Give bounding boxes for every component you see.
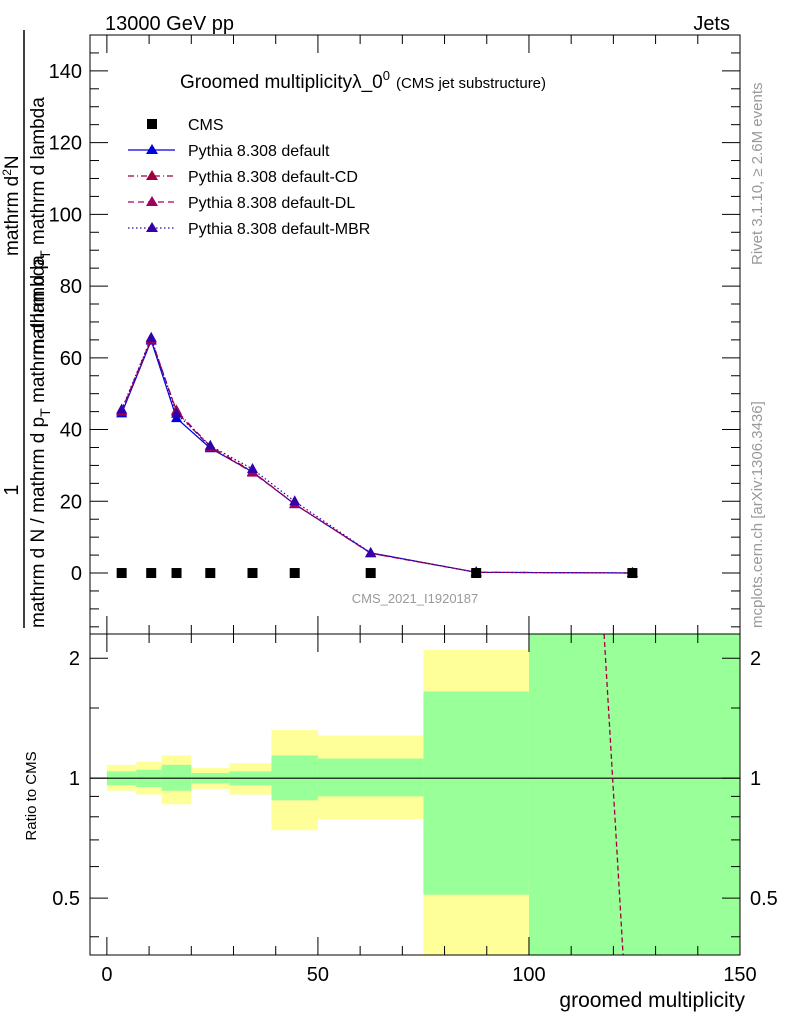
y-axis-label: 1 mathrm d N / mathrm d pT mathrm d lamb… — [0, 30, 53, 628]
data-point-default-mbr — [289, 495, 301, 506]
main-plot-panel: 0 20 40 60 80 100 120 140 — [49, 34, 741, 635]
legend-label-default-dl: Pythia 8.308 default-DL — [188, 195, 355, 212]
y-tick-label: 100 — [49, 204, 82, 226]
series-line-default-dl — [121, 336, 633, 574]
data-point-cms — [247, 568, 258, 579]
ratio-y-tick-label-left: 1 — [69, 768, 80, 790]
ratio-y-tick-label-right: 1 — [750, 768, 761, 790]
ylabel-derivative-numerator-sup: 2 — [0, 169, 14, 176]
legend-item-default-mbr: Pythia 8.308 default-MBR — [128, 221, 370, 238]
ylabel-derivative-denominator-sub: T — [37, 250, 53, 259]
legend-label-cms: CMS — [188, 117, 224, 134]
data-point-cms — [627, 568, 638, 579]
legend-item-default-dl: Pythia 8.308 default-DL — [128, 195, 355, 212]
ratio-y-tick-label-left: 0.5 — [52, 888, 80, 910]
series-line-default — [121, 338, 633, 574]
legend-item-cms: CMS — [147, 117, 224, 134]
y-tick-label: 0 — [71, 563, 82, 585]
data-point-cms — [289, 568, 300, 579]
rivet-label: Rivet 3.1.10, ≥ 2.6M events — [749, 83, 766, 266]
x-tick-label: 100 — [512, 964, 545, 986]
header-process: Jets — [693, 13, 730, 35]
data-point-default-mbr — [145, 331, 157, 342]
plot-title: Groomed multiplicityλ_00 (CMS jet substru… — [180, 68, 546, 93]
ylabel-prefactor-numerator: 1 — [1, 484, 23, 495]
data-point-default-mbr — [171, 407, 183, 418]
legend-marker-cms — [147, 119, 157, 129]
legend-item-default-cd: Pythia 8.308 default-CD — [128, 169, 358, 186]
data-point-default-mbr — [247, 463, 258, 474]
mcplots-label: mcplots.cern.ch [arXiv:1306.3436] — [749, 401, 766, 628]
ratio-band-inner — [423, 691, 529, 895]
y-tick-label: 80 — [60, 276, 82, 298]
ylabel-derivative-denominator-main: mathrm d p — [28, 259, 49, 355]
y-tick-label: 120 — [49, 133, 82, 155]
plot-title-paren: (CMS jet substructure) — [396, 75, 546, 92]
legend-label-default-cd: Pythia 8.308 default-CD — [188, 169, 358, 186]
data-point-cms — [365, 568, 376, 579]
x-tick-label: 150 — [723, 964, 756, 986]
data-point-cms — [471, 568, 482, 579]
ratio-band-inner — [317, 758, 424, 797]
ratio-y-tick-label-left: 2 — [69, 648, 80, 670]
ratio-plot-panel: 0.5 0.5 1 1 2 2 0 50 100 150 — [52, 633, 778, 986]
data-point-default-mbr — [116, 403, 128, 414]
data-point-cms — [146, 568, 157, 579]
ratio-y-axis-label: Ratio to CMS — [23, 751, 40, 840]
ratio-y-tick-label-right: 2 — [750, 648, 761, 670]
ylabel-prefactor-denominator-main: mathrm d N / mathrm d p — [28, 417, 49, 628]
legend-marker-default-cd — [146, 170, 158, 180]
header-energy: 13000 GeV pp — [105, 13, 234, 35]
ylabel-derivative-numerator: mathrm d2N — [0, 155, 23, 256]
ylabel-derivative-numerator-tail: N — [2, 155, 23, 169]
legend-item-default: Pythia 8.308 default — [128, 143, 330, 160]
y-tick-label: 140 — [49, 61, 82, 83]
analysis-watermark: CMS_2021_I1920187 — [352, 591, 479, 606]
data-point-cms — [116, 568, 127, 579]
legend-marker-default-dl — [146, 196, 158, 206]
y-tick-label: 20 — [60, 491, 82, 513]
data-point-default-mbr — [365, 546, 377, 557]
ratio-frame — [89, 633, 741, 956]
y-tick-label: 60 — [60, 348, 82, 370]
x-tick-label: 50 — [307, 964, 329, 986]
legend-marker-default — [146, 144, 158, 154]
ylabel-derivative-denominator: mathrm d pT mathrm d lambda — [28, 97, 53, 355]
legend-label-default-mbr: Pythia 8.308 default-MBR — [188, 221, 370, 238]
ylabel-prefactor-denominator-sub: T — [37, 408, 53, 417]
data-point-default-mbr — [204, 439, 216, 450]
plot-title-main: Groomed multiplicityλ_0 — [180, 72, 383, 93]
ratio-curve — [603, 633, 624, 956]
x-tick-label: 0 — [101, 964, 112, 986]
series-line-default-mbr — [121, 335, 633, 574]
legend-label-default: Pythia 8.308 default — [188, 143, 330, 160]
legend-marker-default-mbr — [146, 222, 158, 232]
ratio-band-inner — [528, 634, 740, 955]
legend: CMS Pythia 8.308 default Pythia 8.308 de… — [128, 117, 370, 238]
plot-title-sup: 0 — [383, 68, 390, 83]
ylabel-derivative-denominator-tail: mathrm d lambda — [28, 97, 49, 251]
ylabel-prefactor-denominator-tail: mathrm d lambda — [28, 255, 49, 409]
data-point-cms — [171, 568, 182, 579]
ylabel-prefactor-denominator: mathrm d N / mathrm d pT mathrm d lambda — [28, 255, 53, 628]
x-axis-label: groomed multiplicity — [559, 989, 745, 1012]
data-point-cms — [205, 568, 216, 579]
series-line-default-cd — [121, 338, 633, 574]
ylabel-derivative-numerator-main: mathrm d — [2, 176, 23, 256]
y-tick-label: 40 — [60, 420, 82, 442]
ratio-y-tick-label-right: 0.5 — [750, 888, 778, 910]
